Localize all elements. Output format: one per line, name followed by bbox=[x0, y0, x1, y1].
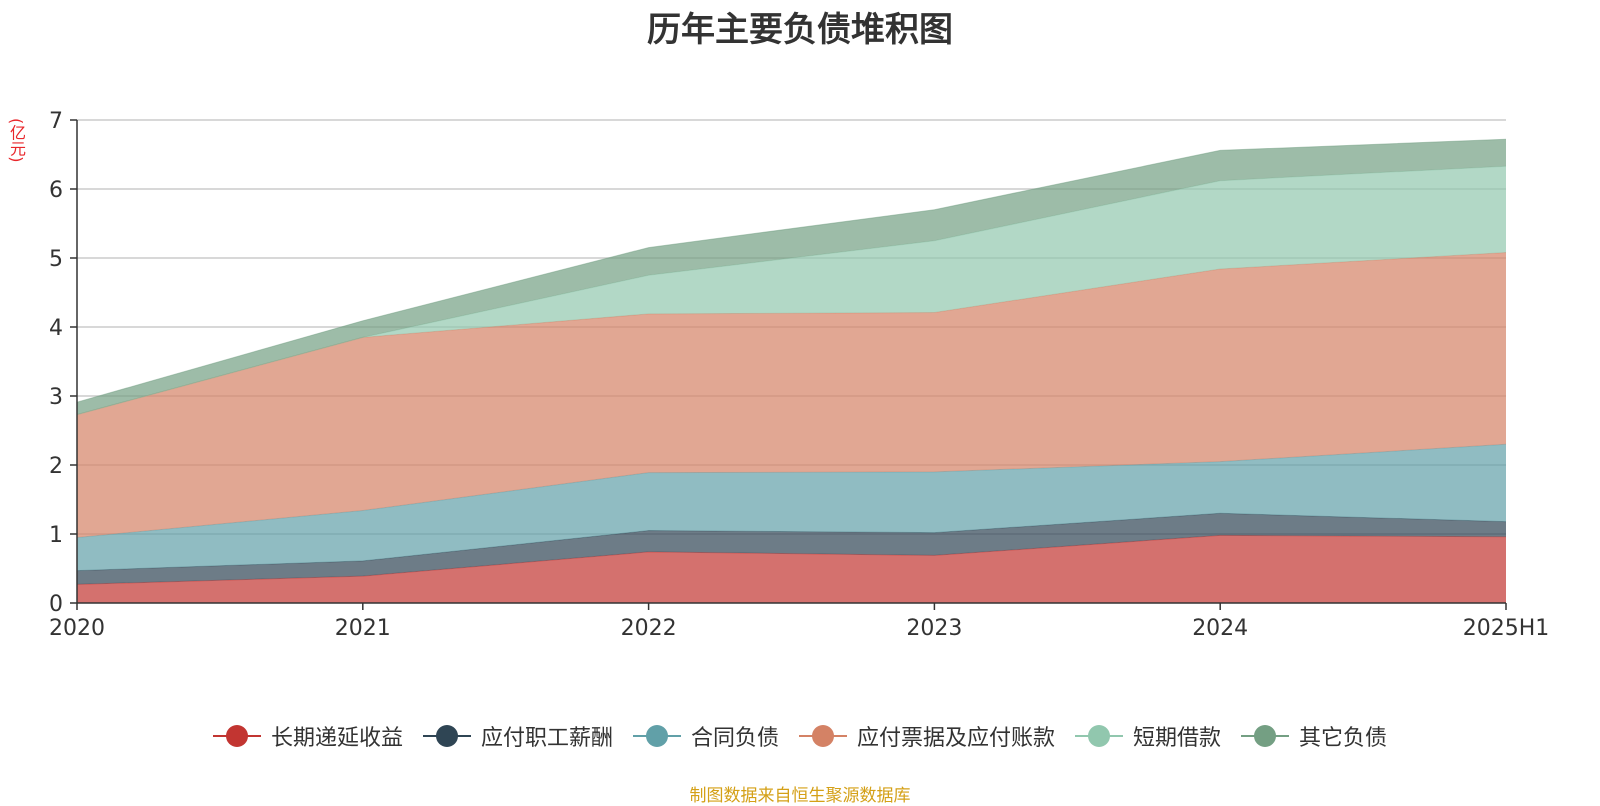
source-note: 制图数据来自恒生聚源数据库 bbox=[689, 786, 911, 806]
legend: 长期递延收益 应付职工薪酬 合同负债 应付票据及应付账款 短期借款 其它负债 bbox=[0, 720, 1600, 752]
area-series-0 bbox=[77, 535, 1506, 603]
y-tick-label: 1 bbox=[49, 523, 63, 548]
legend-item[interactable]: 短期借款 bbox=[1075, 720, 1221, 752]
legend-label: 长期递延收益 bbox=[270, 726, 403, 751]
area-series bbox=[76, 138, 1507, 603]
legend-marker-icon bbox=[799, 725, 847, 747]
legend-label: 应付职工薪酬 bbox=[480, 726, 613, 751]
legend-marker-icon bbox=[1241, 725, 1290, 747]
x-tick-label: 2022 bbox=[621, 616, 677, 641]
area-series-2 bbox=[77, 444, 1506, 571]
legend-label: 合同负债 bbox=[690, 726, 779, 751]
area-series-edge-5 bbox=[76, 138, 1507, 403]
x-tick-label: 2024 bbox=[1192, 616, 1248, 641]
x-tick-label: 2025H1 bbox=[1463, 616, 1550, 641]
chart-title: 历年主要负债堆积图 bbox=[647, 10, 953, 50]
y-tick-label: 6 bbox=[49, 178, 63, 203]
legend-marker-icon bbox=[212, 725, 261, 747]
area-series-1 bbox=[77, 513, 1506, 585]
legend-item[interactable]: 应付票据及应付账款 bbox=[799, 720, 1055, 752]
area-series-3 bbox=[77, 252, 1506, 538]
y-tick-label: 0 bbox=[49, 592, 63, 617]
axes: 0 1 2 3 4 5 6 7 2020 2021 2022 2023 2024 2025H1 bbox=[49, 109, 1549, 641]
legend-label: 短期借款 bbox=[1133, 726, 1222, 751]
legend-item[interactable]: 长期递延收益 bbox=[212, 720, 403, 752]
area-series-5 bbox=[77, 139, 1506, 415]
x-tick-label: 2020 bbox=[49, 616, 105, 641]
x-tick-label: 2023 bbox=[906, 616, 962, 641]
y-tick-label: 2 bbox=[49, 454, 63, 479]
y-tick-label: 5 bbox=[49, 247, 63, 272]
y-tick-label: 4 bbox=[49, 316, 63, 341]
legend-item[interactable]: 应付职工薪酬 bbox=[422, 720, 613, 752]
area-series-4 bbox=[77, 166, 1506, 415]
legend-item[interactable]: 其它负债 bbox=[1241, 720, 1387, 752]
legend-item[interactable]: 合同负债 bbox=[632, 720, 779, 752]
legend-label: 其它负债 bbox=[1299, 726, 1388, 751]
legend-marker-icon bbox=[632, 725, 681, 747]
y-tick-label: 7 bbox=[49, 109, 63, 134]
y-axis-unit-label: (亿元) bbox=[7, 118, 26, 163]
legend-marker-icon bbox=[1075, 725, 1124, 747]
y-tick-label: 3 bbox=[49, 385, 63, 410]
legend-marker-icon bbox=[422, 725, 471, 747]
legend-label: 应付票据及应付账款 bbox=[857, 726, 1056, 751]
x-tick-label: 2021 bbox=[335, 616, 391, 641]
